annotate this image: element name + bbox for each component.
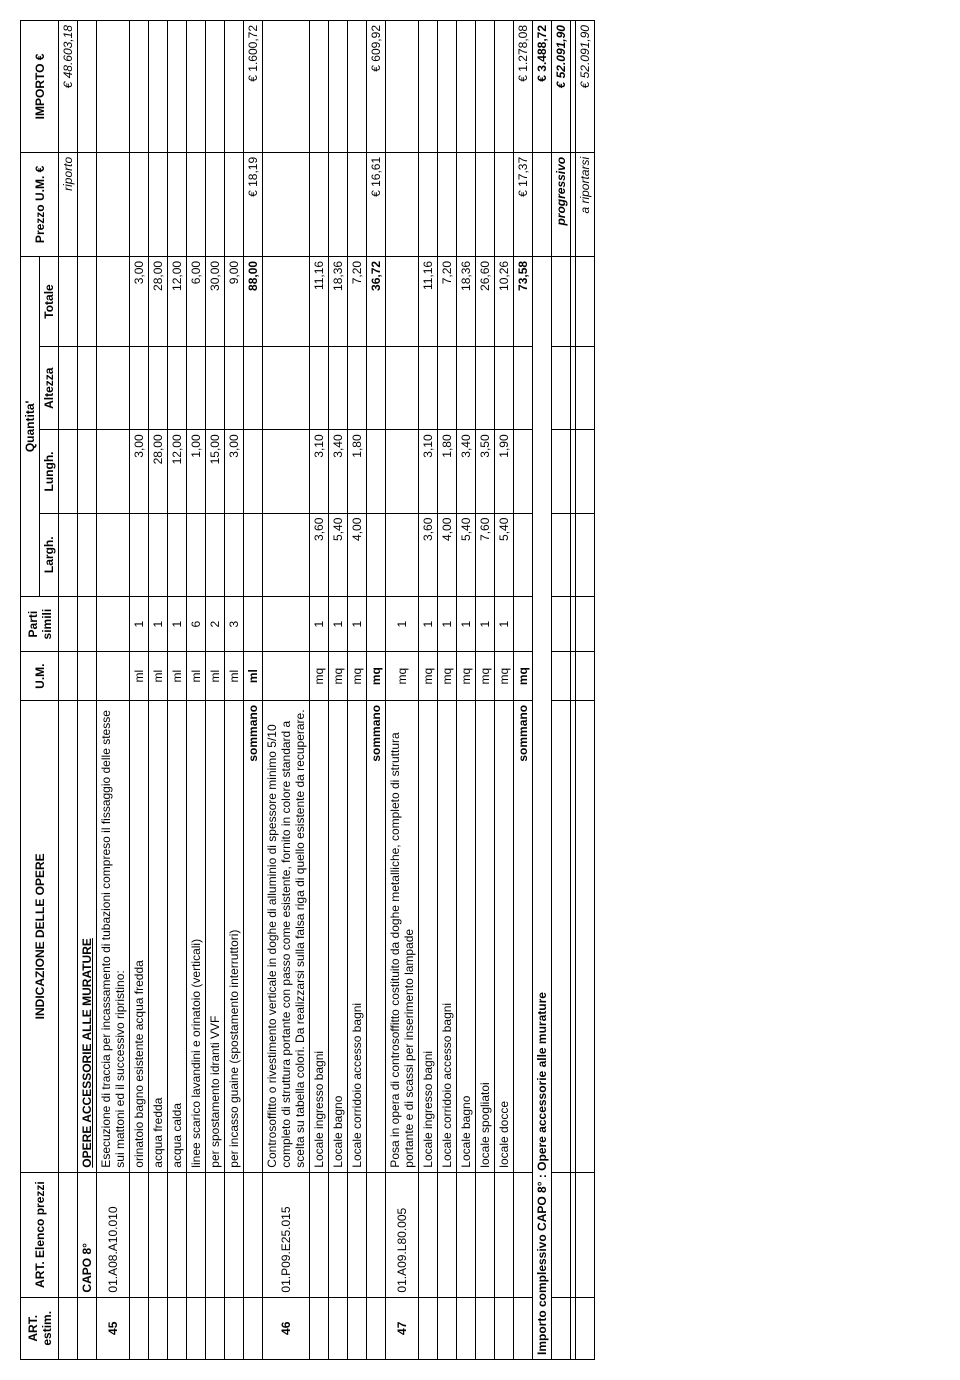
item46-num: 46 — [263, 1297, 310, 1359]
header-um: U.M. — [21, 652, 59, 701]
header-importo: IMPORTO € — [21, 21, 59, 153]
item47-desc: Posa in opera di controsoffitto costitui… — [386, 700, 419, 1172]
table-row: locale spogliatoimq17,603,5026,60 — [476, 21, 495, 1360]
table-row: acqua caldaml112,0012,00 — [168, 21, 187, 1360]
page-container: ART. estim. ART. Elenco prezzi INDICAZIO… — [20, 20, 940, 1360]
item46-head: 46 01.P09.E25.015 Controsoffitto o rives… — [263, 21, 310, 1360]
arip-row: a riportarsi € 52.091,90 — [576, 21, 595, 1360]
table-row: Locale bagnomq15,403,4018,36 — [457, 21, 476, 1360]
item45-code: 01.A08.A10.010 — [97, 1172, 130, 1297]
table-row: per incasso guaine (spostamento interrut… — [225, 21, 244, 1360]
capo-code: CAPO 8° — [78, 1172, 97, 1297]
item45-num: 45 — [97, 1297, 130, 1359]
arip-val: € 52.091,90 — [576, 21, 595, 153]
table-row: Locale corridoio accesso bagnimq14,001,8… — [348, 21, 367, 1360]
riporto-val: € 48.603,18 — [59, 21, 78, 153]
table-row: Locale corridoio accesso bagnimq14,001,8… — [438, 21, 457, 1360]
header-largh: Largh. — [40, 513, 59, 596]
riporto-row: riporto € 48.603,18 — [59, 21, 78, 1360]
capo-row: CAPO 8° OPERE ACCESSORIE ALLE MURATURE — [78, 21, 97, 1360]
item47-num: 47 — [386, 1297, 419, 1359]
riporto-label: riporto — [59, 152, 78, 256]
arip-label: a riportarsi — [576, 152, 595, 256]
table-row: acqua freddaml128,0028,00 — [149, 21, 168, 1360]
table-row: Locale ingresso bagnimq13,603,1011,16 — [419, 21, 438, 1360]
table-row: linee scarico lavandini e orinatoio (ver… — [187, 21, 206, 1360]
totcapo-row: Importo complessivo CAPO 8° : Opere acce… — [533, 21, 552, 1360]
prog-val: € 52.091,90 — [552, 21, 571, 153]
header-quantita: Quantita' — [21, 256, 40, 596]
item47-code: 01.A09.L80.005 — [386, 1172, 419, 1297]
table-row: Locale bagnomq15,403,4018,36 — [329, 21, 348, 1360]
table-row: locale doccemq15,401,9010,26 — [495, 21, 514, 1360]
totcapo-label: Importo complessivo CAPO 8° : Opere acce… — [533, 256, 552, 1359]
item46-code: 01.P09.E25.015 — [263, 1172, 310, 1297]
table-row: per spostamento idranti VVFml215,0030,00 — [206, 21, 225, 1360]
header-tot: Totale — [40, 256, 59, 346]
header-ind: INDICAZIONE DELLE OPERE — [21, 700, 59, 1172]
header-lungh: Lungh. — [40, 430, 59, 513]
totcapo-val: € 3.488,72 — [533, 21, 552, 153]
header-alt: Altezza — [40, 347, 59, 430]
header-prezzo: Prezzo U.M. € — [21, 152, 59, 256]
item46-sum: sommanomq36,72€ 16,61€ 609,92 — [367, 21, 386, 1360]
item45-head: 45 01.A08.A10.010 Esecuzione di traccia … — [97, 21, 130, 1360]
table-row: orinatoio bagno esistente acqua freddaml… — [130, 21, 149, 1360]
item47-head: 47 01.A09.L80.005 Posa in opera di contr… — [386, 21, 419, 1360]
item45-sum: sommanoml88,00€ 18,19€ 1.600,72 — [244, 21, 263, 1360]
header-parti: Parti simili — [21, 596, 59, 652]
item46-desc: Controsoffitto o rivestimento verticale … — [263, 700, 310, 1172]
item47-sum: sommanomq73,58€ 17,37€ 1.278,08 — [514, 21, 533, 1360]
prog-label: progressivo — [552, 152, 571, 256]
estimate-table: ART. estim. ART. Elenco prezzi INDICAZIO… — [20, 20, 595, 1360]
header-estim: ART. estim. — [21, 1297, 59, 1359]
table-row: Locale ingresso bagnimq13,603,1011,16 — [310, 21, 329, 1360]
prog-row: progressivo € 52.091,90 — [552, 21, 571, 1360]
capo-title: OPERE ACCESSORIE ALLE MURATURE — [78, 700, 97, 1172]
item45-desc: Esecuzione di traccia per incassamento d… — [97, 700, 130, 1172]
header-art: ART. Elenco prezzi — [21, 1172, 59, 1297]
